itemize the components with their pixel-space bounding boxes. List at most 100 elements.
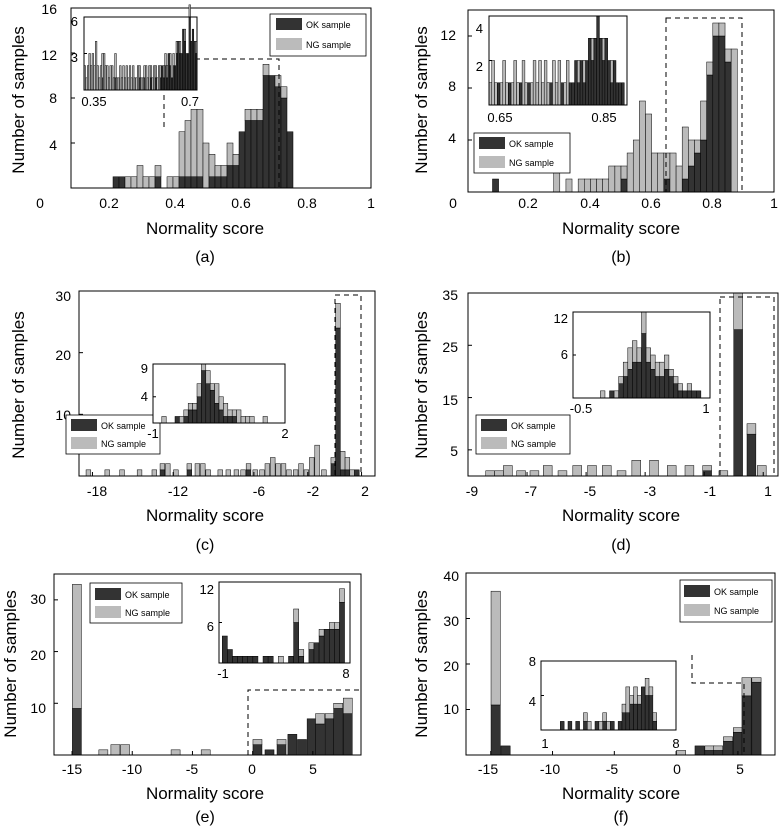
- panel-f-ticks: [466, 572, 739, 755]
- panel-d-x-axis-label: Normality score: [562, 506, 680, 525]
- panel-f-inset: 8 4 1 8: [529, 654, 680, 751]
- panel-e-inset-ok-bar: [329, 629, 335, 664]
- panel-f-inset-ok-bar: [633, 703, 638, 731]
- panel-c-ng-bar: [159, 463, 166, 471]
- panel-a-xtick-label: 1: [367, 195, 375, 211]
- panel-b-inset-ok-bar: [571, 82, 575, 106]
- panel-f-x-axis-label: Normality score: [562, 784, 680, 803]
- panel-d-ng-bar: [667, 465, 677, 477]
- panel-c-ok-bar: [245, 469, 252, 477]
- panel-f-ytick-label: 30: [443, 613, 459, 629]
- panel-a-ok-bar: [178, 176, 186, 189]
- panel-b-inset-ok-bar: [593, 38, 597, 106]
- panel-d-ng-bar: [543, 465, 553, 477]
- panel-c-inset-ng-bar: [231, 409, 237, 417]
- panel-e-inset-ok-bar: [252, 656, 259, 664]
- panel-b-inset-ok-bar: [615, 82, 619, 106]
- panel-d-ok-bar: [733, 329, 743, 477]
- panel-b-ng-bar: [730, 48, 738, 193]
- panel-b-ok-bar: [712, 35, 720, 193]
- panel-b-ng-bar: [712, 22, 720, 37]
- panel-c-bars: [85, 303, 360, 477]
- panel-f-inset-ok-bar: [560, 721, 565, 731]
- panel-e-inset-bars: [222, 588, 345, 664]
- panel-d-ng-bar: [631, 460, 641, 477]
- panel-c-inset-ng-bar: [187, 403, 193, 411]
- panel-a-inset-ticks: [84, 16, 87, 54]
- panel-e-ok-bar: [324, 718, 335, 756]
- panel-e-inset-ok-bar: [267, 656, 274, 664]
- panel-d-xtick-label: -5: [584, 483, 597, 499]
- panel-f-inset-ng-bar: [652, 712, 657, 722]
- panel-a-inset-ng-bar: [114, 53, 117, 79]
- panel-c-legend-ok-label: OK sample: [101, 421, 146, 431]
- panel-f-inset-ok-bar: [652, 721, 657, 731]
- panel-b-ng-bar: [688, 139, 695, 167]
- panel-b-inset: 4 2 0.65 0.85: [476, 15, 628, 125]
- panel-f-inset-ok-bar: [641, 686, 646, 731]
- panel-f-inset-ok-bar: [621, 712, 627, 731]
- panel-f-inset-ok-bar: [610, 721, 615, 731]
- panel-b-inset-ng-bar: [566, 60, 570, 106]
- panel-f-ytick-label: 40: [443, 568, 459, 584]
- panel-a-inset-ng-bar: [138, 65, 141, 79]
- panel-e-inset-ok-bar: [339, 602, 345, 664]
- panel-a-inset-ng-bar: [172, 53, 175, 66]
- panel-b-inset-ng-bar: [577, 60, 581, 83]
- panel-b-caption: (b): [611, 249, 631, 266]
- panel-e-ng-bar: [120, 744, 130, 756]
- panel-c-legend-ng-label: NG sample: [101, 439, 146, 449]
- panel-d-inset-ng-bar: [618, 376, 624, 384]
- panel-a-ng-bar: [214, 165, 222, 177]
- panel-f-inset-ok-bar: [617, 721, 623, 731]
- panel-f-inset-ng-bar: [587, 721, 592, 731]
- panel-b-legend: OK sample NG sample: [473, 132, 571, 174]
- panel-a-ng-bar: [124, 176, 132, 189]
- panel-b-xtick-label: 0.8: [702, 195, 722, 211]
- panel-d-inset-ng-bar: [686, 383, 692, 392]
- panel-f-inset-ok-bar: [625, 712, 630, 731]
- panel-e-ytick-label: 30: [30, 591, 46, 607]
- panel-b-ng-bar: [718, 22, 726, 37]
- panel-f-inset-ok-bar: [583, 721, 588, 731]
- panel-b-ok-bar: [694, 152, 701, 193]
- panel-a-ticks: [71, 7, 75, 144]
- panel-b-xtick-label: 1: [770, 195, 778, 211]
- panel-a-ok-bar: [262, 75, 270, 189]
- panel-c-ytick-label: 30: [55, 288, 71, 304]
- panel-b-legend-ok-label: OK sample: [509, 139, 554, 149]
- panel-b-inset-ok-bar: [568, 82, 573, 106]
- panel-d-ytick-label: 15: [442, 392, 458, 408]
- panel-a-ok-bar: [208, 176, 216, 189]
- panel-d-inset-ng-bar: [636, 347, 642, 363]
- panel-e-ng-bar: [324, 713, 335, 720]
- panel-c-inset-ytick-label: 9: [141, 361, 148, 376]
- panel-a-ok-bar: [118, 176, 126, 189]
- panel-b-inset-ng-bar: [535, 82, 539, 106]
- panel-c-ng-bar: [264, 463, 270, 477]
- panel-d-legend-ng-swatch: [481, 437, 507, 449]
- panel-b-inset-ng-bar: [491, 60, 495, 106]
- panel-d-ng-bar: [649, 460, 659, 477]
- panel-e-inset-ok-bar: [222, 635, 228, 664]
- panel-c-inset-xtick-label: 2: [281, 426, 288, 441]
- panel-a-ng-bar: [190, 109, 198, 177]
- panel-e-inset-ok-bar: [293, 622, 299, 664]
- panel-f-xtick-label: -5: [606, 761, 619, 777]
- panel-d-ng-bar: [616, 470, 627, 477]
- panel-e-y-axis-label: Number of samples: [1, 590, 20, 737]
- panel-e-inset-ok-bar: [318, 635, 325, 664]
- panel-d-y-axis-label: Number of samples: [412, 311, 431, 458]
- panel-d-inset-ok-bar: [618, 383, 624, 399]
- panel-b-ok-bar: [681, 178, 689, 193]
- panel-a-ng-bar: [178, 131, 186, 177]
- panel-e-xtick-label: -5: [186, 761, 199, 777]
- panel-f-ok-bar: [751, 681, 762, 756]
- panel-f-ng-bar: [751, 677, 762, 683]
- panel-c-ng-bar: [233, 469, 240, 477]
- panel-b-inset-ng-bar: [521, 60, 526, 106]
- panel-b-inset-ng-bar: [505, 82, 509, 106]
- panel-d-inset-bars: [600, 311, 702, 399]
- panel-d-inset: 12 6 -0.5 1: [554, 311, 711, 416]
- panel-b-x-axis-label: Normality score: [562, 219, 680, 238]
